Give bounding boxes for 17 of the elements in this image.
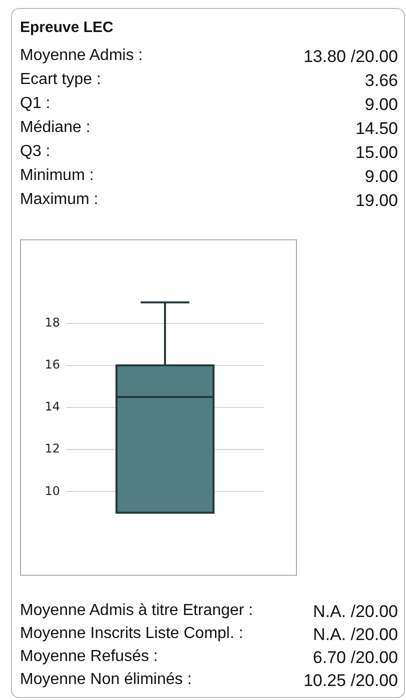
y-tick-label: 12 bbox=[44, 442, 60, 456]
text: Moyenne Inscrits Liste Compl. : N.A. /20.00 bbox=[20, 625, 398, 644]
text: Moyenne Refusés : 6.70 /20.00 bbox=[20, 648, 398, 667]
text: Minimum : 9.00 bbox=[20, 167, 398, 186]
text: Ecart type : 3.66 bbox=[20, 71, 398, 90]
y-tick-label: 18 bbox=[44, 315, 60, 330]
y-tick-label: 16 bbox=[44, 358, 60, 372]
text: Médiane : 14.50 bbox=[20, 119, 398, 138]
text: Moyenne Admis à titre Etranger : N.A. /20.00 bbox=[20, 602, 398, 621]
text: Moyenne Non éliminés : 10.25 /20.00 bbox=[20, 671, 398, 690]
y-tick-label: 14 bbox=[44, 400, 60, 414]
text: Q1 : 9.00 bbox=[20, 95, 398, 114]
text: Q3 : 15.00 bbox=[20, 143, 398, 162]
text: Moyenne Admis : 13.80 /20.00 bbox=[20, 47, 398, 66]
text: Maximum : 19.00 bbox=[20, 191, 398, 210]
y-tick-label: 10 bbox=[44, 484, 60, 498]
chart-title: Epreuve LEC bbox=[20, 19, 114, 36]
